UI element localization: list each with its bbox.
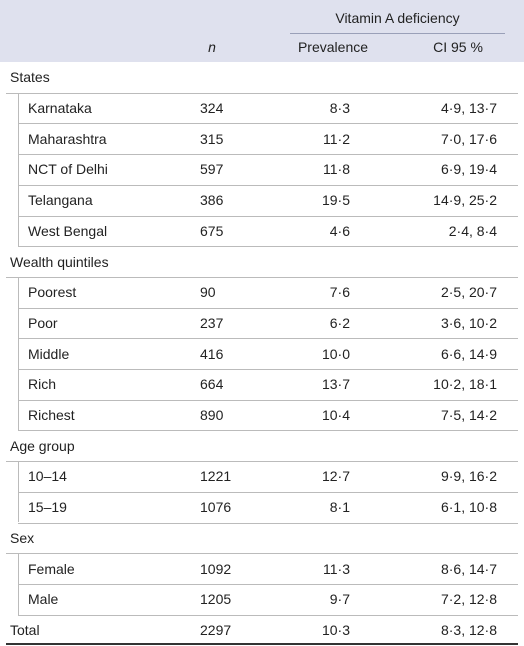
row-rule (18, 430, 518, 432)
cell-prevalence: 19·5 (321, 192, 350, 209)
cell-ci: 7·5, 14·2 (440, 407, 497, 424)
cell-prevalence: 7·6 (329, 284, 350, 301)
cell-n: 416 (200, 345, 224, 362)
group-side-rule (18, 92, 19, 247)
cell-ci: 8·6, 14·7 (440, 560, 497, 577)
cell-n: 597 (200, 161, 224, 178)
cell-prevalence: 6·2 (329, 314, 350, 331)
cell-ci: 10·2, 18·1 (433, 376, 497, 393)
cell-ci: 4·9, 13·7 (440, 100, 497, 117)
row-rule (18, 154, 518, 156)
cell-prevalence: 12·7 (321, 468, 350, 485)
row-rule (18, 399, 518, 401)
cell-n: 675 (200, 222, 224, 239)
cell-n: 664 (200, 376, 224, 393)
cell-ci: 6·6, 14·9 (440, 345, 497, 362)
cell-ci: 7·2, 12·8 (440, 591, 497, 608)
row-label: Total (10, 621, 40, 638)
cell-n: 1205 (200, 591, 232, 608)
cell-ci: 6·1, 10·8 (440, 499, 497, 516)
row-label: Poorest (28, 284, 77, 301)
row-rule (18, 369, 518, 370)
column-header: n (208, 39, 216, 55)
row-label: Female (28, 560, 75, 577)
row-rule (18, 614, 518, 616)
cell-prevalence: 13·7 (321, 376, 350, 393)
cell-prevalence: 10·3 (321, 621, 350, 638)
cell-ci: 3·6, 10·2 (440, 314, 497, 331)
group-label: Sex (10, 529, 35, 546)
cell-ci: 2·5, 20·7 (440, 284, 497, 301)
group-header: Vitamin A deficiency (335, 10, 460, 26)
row-rule (6, 461, 518, 463)
cell-n: 1076 (200, 499, 232, 516)
cell-n: 386 (200, 192, 224, 209)
cell-n: 1221 (200, 468, 232, 485)
row-label: Telangana (28, 192, 93, 209)
cell-n: 237 (200, 314, 224, 331)
row-rule (18, 491, 518, 493)
cell-ci: 9·9, 16·2 (440, 468, 497, 485)
row-rule (6, 92, 518, 94)
row-rule (18, 246, 518, 248)
table-header (0, 0, 524, 62)
cell-n: 1092 (200, 560, 232, 577)
row-label: 10–14 (28, 468, 67, 485)
cell-prevalence: 4·6 (329, 222, 350, 239)
cell-prevalence: 8·1 (329, 499, 350, 516)
cell-prevalence: 11·8 (323, 161, 350, 178)
row-label: Poor (28, 314, 58, 331)
cell-ci: 2·4, 8·4 (448, 222, 497, 239)
row-label: Karnataka (28, 100, 92, 117)
row-rule (18, 338, 518, 340)
column-header: Prevalence (297, 39, 369, 55)
row-label: Middle (28, 345, 70, 362)
cell-prevalence: 8·3 (329, 100, 350, 117)
group-side-rule (18, 276, 19, 431)
row-label: West Bengal (28, 222, 108, 239)
cell-prevalence: 10·0 (321, 345, 350, 362)
group-label: Wealth quintiles (10, 253, 109, 270)
group-label: States (10, 69, 50, 86)
row-rule (18, 522, 518, 524)
column-header: CI 95 % (433, 39, 483, 55)
row-rule (18, 184, 518, 186)
row-label: Richest (28, 407, 75, 424)
group-label: Age group (10, 437, 75, 454)
header-rule (290, 33, 505, 34)
row-rule (18, 215, 518, 217)
cell-n: 315 (200, 130, 224, 147)
table-bottom-rule (6, 643, 518, 646)
cell-ci: 8·3, 12·8 (440, 621, 497, 638)
cell-n: 2297 (200, 621, 232, 638)
group-side-rule (18, 553, 19, 615)
row-label: Rich (28, 376, 57, 393)
cell-prevalence: 10·4 (321, 407, 350, 424)
row-rule (18, 123, 518, 125)
cell-n: 90 (200, 284, 216, 301)
row-rule (18, 583, 518, 585)
cell-prevalence: 11·2 (323, 130, 350, 147)
cell-ci: 14·9, 25·2 (433, 192, 497, 209)
row-label: Maharashtra (28, 130, 107, 147)
cell-n: 890 (200, 407, 224, 424)
row-label: Male (28, 591, 59, 608)
cell-ci: 7·0, 17·6 (440, 130, 497, 147)
cell-n: 324 (200, 100, 224, 117)
row-rule (6, 276, 518, 278)
cell-prevalence: 11·3 (323, 560, 350, 577)
row-rule (6, 553, 518, 555)
cell-prevalence: 9·7 (329, 591, 350, 608)
cell-ci: 6·9, 19·4 (440, 161, 497, 178)
row-label: NCT of Delhi (28, 161, 108, 178)
row-label: 15–19 (28, 499, 67, 516)
row-rule (18, 307, 518, 309)
group-side-rule (18, 461, 19, 523)
